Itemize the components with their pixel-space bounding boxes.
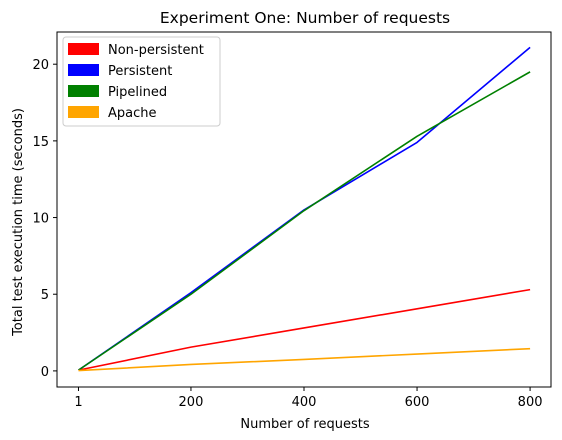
legend-label: Pipelined (108, 85, 167, 100)
plot-lines (78, 46, 531, 372)
x-tick-label: 600 (405, 395, 430, 410)
series-line-apache (78, 347, 531, 372)
x-tick-label: 800 (518, 395, 543, 410)
legend-swatch (68, 85, 99, 97)
y-tick-label: 15 (32, 135, 49, 150)
legend-label: Non-persistent (108, 43, 204, 58)
y-tick-label: 0 (41, 365, 49, 380)
y-tick-label: 10 (32, 212, 49, 227)
legend-label: Persistent (108, 64, 172, 79)
x-tick-label: 200 (179, 395, 204, 410)
y-tick-label: 5 (41, 288, 49, 303)
y-tick-label: 20 (32, 58, 49, 73)
legend-label: Apache (108, 106, 157, 121)
series-line-non-persistent (78, 288, 531, 371)
legend-swatch (68, 106, 99, 118)
series-line-pipelined (78, 71, 531, 371)
legend-swatch (68, 43, 99, 55)
legend-swatch (68, 64, 99, 76)
legend-box (62, 36, 221, 127)
legend: Non-persistent Persistent Pipelined Apache (62, 36, 221, 127)
x-tick-label: 400 (292, 395, 317, 410)
y-axis-label: Total test execution time (seconds) (11, 108, 26, 337)
x-axis-label: Number of requests (240, 417, 369, 432)
chart-title: Experiment One: Number of requests (160, 9, 450, 27)
x-axis: 1 200 400 600 800 (74, 387, 543, 410)
y-axis: 0 5 10 15 20 (32, 58, 57, 380)
x-tick-label: 1 (74, 395, 82, 410)
